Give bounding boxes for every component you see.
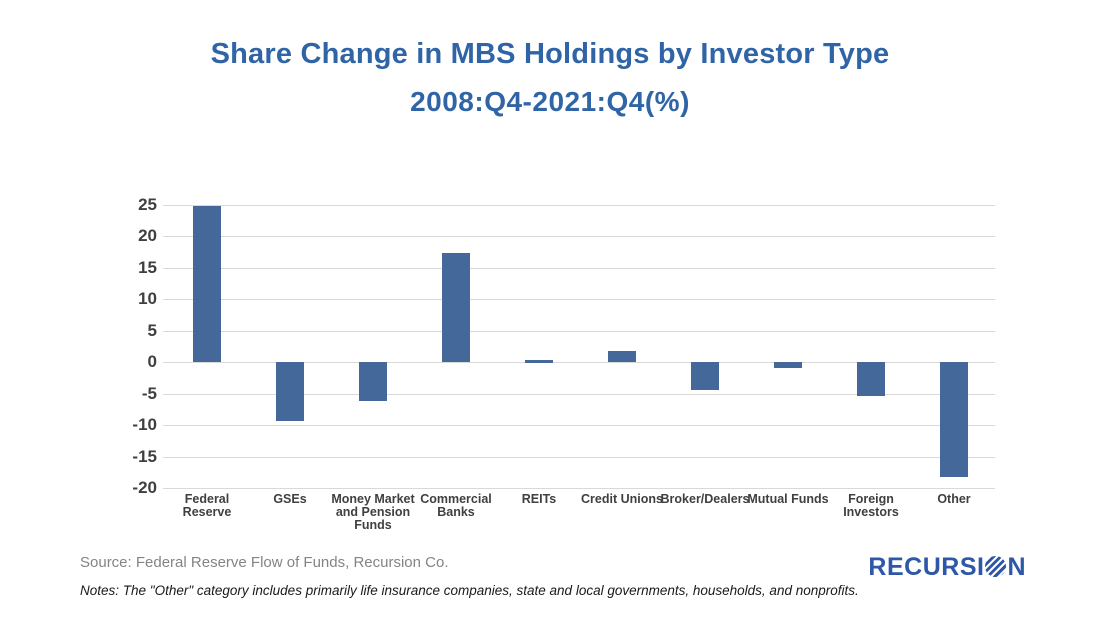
x-axis-label: Credit Unions	[581, 492, 663, 506]
y-gridline	[163, 362, 995, 363]
footnotes: Notes: The "Other" category includes pri…	[80, 583, 859, 598]
y-axis-tick-label: -5	[141, 384, 157, 403]
bar-money-market-and-pension-funds	[359, 362, 387, 401]
x-axis-label: GSEs	[273, 492, 307, 506]
y-axis-tick-label: -20	[132, 478, 157, 497]
y-gridline	[163, 236, 995, 237]
x-axis-label: Money Market and Pension Funds	[331, 492, 415, 532]
y-gridline	[163, 331, 995, 332]
y-axis-tick-label: -15	[132, 447, 157, 466]
y-axis-tick-label: 10	[138, 289, 157, 308]
bar-foreign-investors	[857, 362, 885, 396]
x-axis-label: Federal Reserve	[182, 492, 232, 519]
bar-other	[940, 362, 968, 477]
x-axis-label: Commercial Banks	[420, 492, 492, 519]
x-axis-label: Foreign Investors	[843, 492, 899, 519]
x-axis-label: Mutual Funds	[747, 492, 829, 506]
bar-mutual-funds	[774, 362, 802, 368]
y-gridline	[163, 457, 995, 458]
y-axis-tick-label: 20	[138, 226, 157, 245]
y-axis-tick-label: 15	[138, 258, 157, 277]
bar-federal-reserve	[193, 206, 221, 362]
bar-credit-unions	[608, 351, 636, 362]
bar-commercial-banks	[442, 253, 470, 362]
x-axis-label: REITs	[521, 492, 557, 506]
y-gridline	[163, 488, 995, 489]
logo-text-left: RECURSI	[868, 553, 985, 581]
chart-subtitle: 2008:Q4-2021:Q4(%)	[410, 86, 690, 117]
bar-reits	[525, 360, 553, 363]
x-axis-label: Broker/Dealers	[660, 492, 750, 506]
y-axis-tick-label: 0	[147, 352, 157, 371]
y-axis-tick-label: 5	[147, 321, 157, 340]
bar-broker-dealers	[691, 362, 719, 390]
logo-text-right: N	[1007, 553, 1026, 581]
y-axis-tick-label: 25	[138, 195, 157, 214]
y-gridline	[163, 394, 995, 395]
chart-title: Share Change in MBS Holdings by Investor…	[210, 38, 890, 70]
x-axis-label: Other	[937, 492, 971, 506]
y-gridline	[163, 268, 995, 269]
bar-gses	[276, 362, 304, 421]
recursion-logo: RECURSI N	[868, 553, 1026, 582]
striped-globe-icon	[985, 556, 1007, 577]
y-axis-tick-label: -10	[132, 415, 157, 434]
y-gridline	[163, 425, 995, 426]
y-gridline	[163, 299, 995, 300]
y-gridline	[163, 205, 995, 206]
source-note: Source: Federal Reserve Flow of Funds, R…	[80, 554, 449, 571]
